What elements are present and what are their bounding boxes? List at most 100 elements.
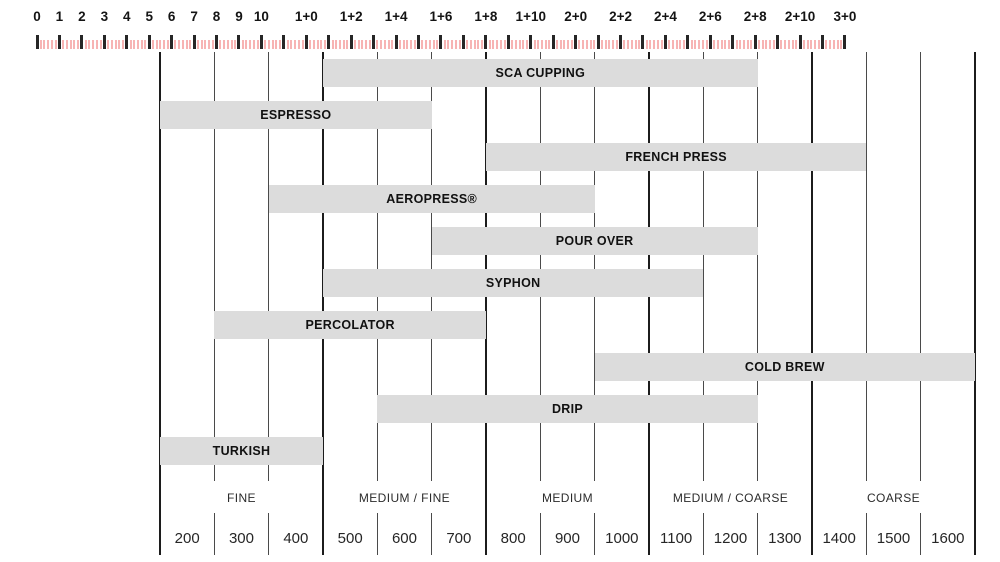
ruler-major-tick	[417, 35, 421, 49]
gridline-minor	[430, 513, 433, 555]
brew-method-bar: SCA CUPPING	[322, 59, 758, 87]
ruler-minor-tick	[99, 40, 102, 49]
ruler-minor-tick	[769, 40, 772, 49]
ruler-minor-tick	[630, 40, 633, 49]
ruler-minor-tick	[836, 40, 839, 49]
ruler-major-tick	[35, 35, 39, 49]
ruler-minor-tick	[245, 40, 248, 49]
ruler-minor-tick	[286, 40, 289, 49]
ruler-major-tick	[843, 35, 847, 49]
gridline-minor	[702, 513, 705, 555]
micron-label: 400	[283, 530, 309, 547]
ruler-minor-tick	[563, 40, 566, 49]
ruler-major-tick	[125, 35, 129, 49]
micron-label: 1200	[713, 530, 748, 547]
gridline-minor	[919, 513, 922, 555]
ruler-major-tick	[529, 35, 533, 49]
ruler-minor-tick	[410, 40, 413, 49]
ruler-scale-label: 2+4	[653, 9, 677, 24]
ruler-scale-label: 1	[55, 9, 64, 24]
ruler-minor-tick	[95, 40, 98, 49]
ruler-minor-tick	[144, 40, 147, 49]
gridline-minor	[376, 513, 379, 555]
ruler-minor-tick	[223, 40, 226, 49]
ruler-minor-tick	[185, 40, 188, 49]
ruler-minor-tick	[290, 40, 293, 49]
grind-category-label: MEDIUM / COARSE	[672, 491, 789, 505]
ruler-major-tick	[708, 35, 712, 49]
brew-method-label: SYPHON	[485, 276, 541, 290]
ruler-minor-tick	[724, 40, 727, 49]
ruler-minor-tick	[656, 40, 659, 49]
ruler-minor-tick	[425, 40, 428, 49]
ruler-minor-tick	[47, 40, 50, 49]
micron-label: 1400	[822, 530, 856, 547]
ruler-major-tick	[327, 35, 331, 49]
ruler-minor-tick	[499, 40, 502, 49]
ruler-minor-tick	[615, 40, 618, 49]
ruler-minor-tick	[443, 40, 446, 49]
ruler-minor-tick	[634, 40, 637, 49]
brew-method-bar: COLD BREW	[594, 353, 975, 381]
ruler-major-tick	[798, 35, 802, 49]
ruler-minor-tick	[301, 40, 304, 49]
ruler-major-tick	[439, 35, 443, 49]
ruler-minor-tick	[698, 40, 701, 49]
ruler-minor-tick	[511, 40, 514, 49]
ruler-minor-tick	[346, 40, 349, 49]
ruler-minor-tick	[496, 40, 499, 49]
ruler-minor-tick	[559, 40, 562, 49]
ruler-scale-label: 3	[100, 9, 109, 24]
ruler-minor-tick	[503, 40, 506, 49]
ruler-minor-tick	[772, 40, 775, 49]
ruler-minor-tick	[84, 40, 87, 49]
ruler-minor-tick	[365, 40, 368, 49]
brew-method-bar: POUR OVER	[431, 227, 758, 255]
ruler-minor-tick	[297, 40, 300, 49]
ruler-major-tick	[686, 35, 690, 49]
brew-method-label: AEROPRESS®	[386, 192, 477, 206]
brew-method-bar: DRIP	[377, 395, 758, 423]
brew-method-label: PERCOLATOR	[305, 318, 395, 332]
ruler-minor-tick	[136, 40, 139, 49]
micron-label: 1300	[768, 530, 802, 547]
ruler-minor-tick	[645, 40, 648, 49]
ruler-minor-tick	[151, 40, 154, 49]
ruler-minor-tick	[675, 40, 678, 49]
ruler-minor-tick	[627, 40, 630, 49]
micron-label: 600	[391, 530, 417, 547]
ruler-minor-tick	[473, 40, 476, 49]
ruler-minor-tick	[784, 40, 787, 49]
ruler-minor-tick	[761, 40, 764, 49]
ruler-major-tick	[731, 35, 735, 49]
ruler-major-tick	[57, 35, 61, 49]
ruler-minor-tick	[155, 40, 158, 49]
ruler-minor-tick	[750, 40, 753, 49]
brew-method-label: SCA CUPPING	[495, 66, 586, 80]
ruler-minor-tick	[406, 40, 409, 49]
ruler-minor-tick	[649, 40, 652, 49]
ruler-minor-tick	[582, 40, 585, 49]
ruler-minor-tick	[226, 40, 229, 49]
ruler-scale-label: 1+2	[339, 9, 363, 24]
gridline-minor	[756, 513, 759, 555]
ruler-major-tick	[349, 35, 353, 49]
grind-category-label: MEDIUM / FINE	[358, 491, 451, 505]
ruler-major-tick	[574, 35, 578, 49]
micron-label: 1500	[876, 530, 911, 547]
ruler-minor-tick	[739, 40, 742, 49]
ruler-major-tick	[461, 35, 465, 49]
ruler-minor-tick	[338, 40, 341, 49]
ruler-minor-tick	[690, 40, 693, 49]
grind-category-label: FINE	[227, 491, 256, 505]
ruler-minor-tick	[122, 40, 125, 49]
ruler-major-tick	[506, 35, 510, 49]
ruler-minor-tick	[780, 40, 783, 49]
ruler-minor-tick	[39, 40, 42, 49]
ruler-scale-label: 2+8	[743, 9, 767, 24]
ruler-minor-tick	[653, 40, 656, 49]
ruler-minor-tick	[623, 40, 626, 49]
ruler-minor-tick	[671, 40, 674, 49]
ruler-minor-tick	[638, 40, 641, 49]
ruler-minor-tick	[211, 40, 214, 49]
